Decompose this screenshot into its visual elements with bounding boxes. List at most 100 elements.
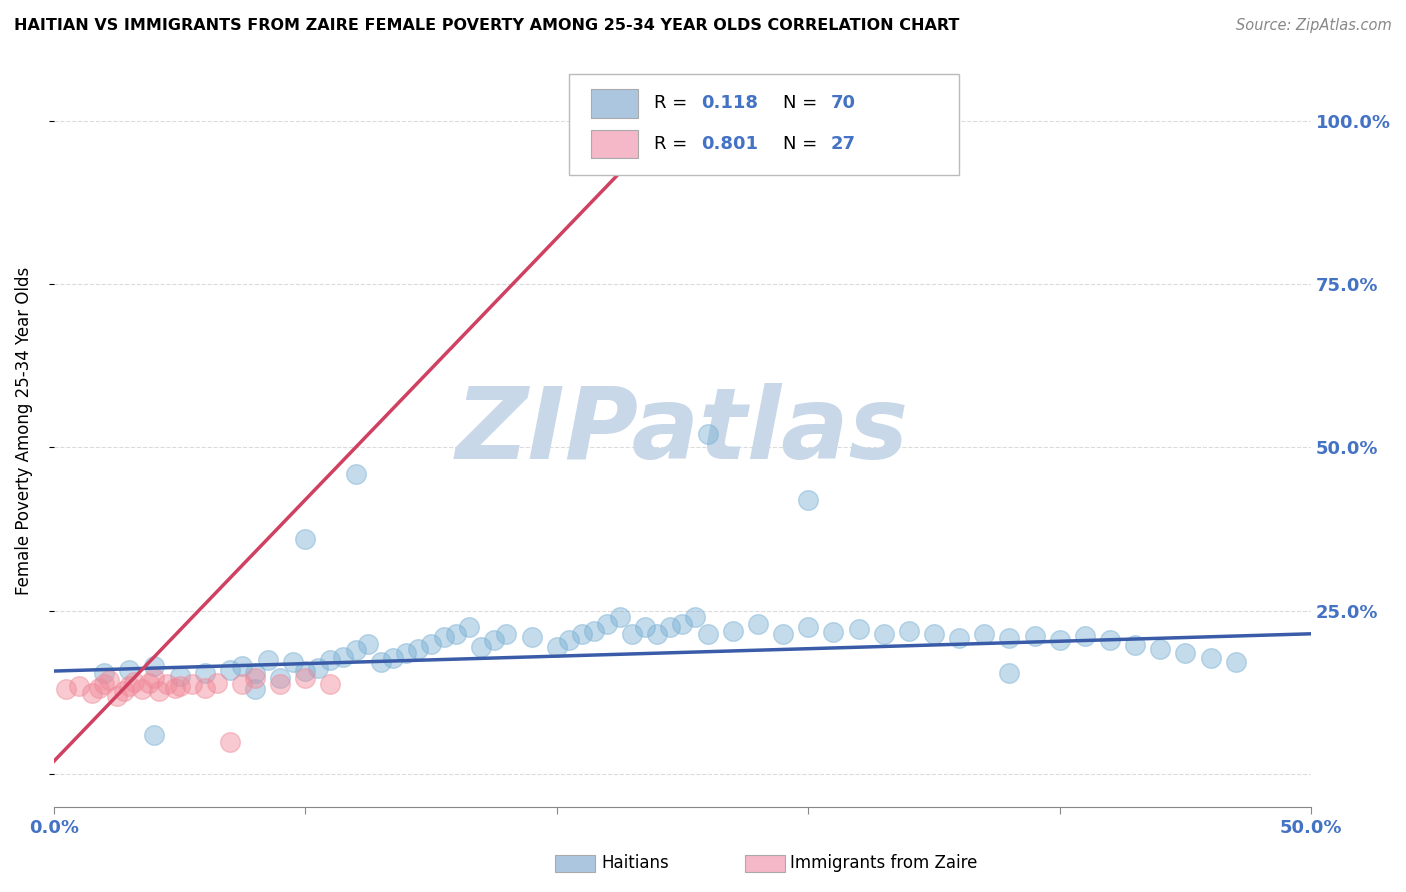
Text: N =: N = — [783, 95, 823, 112]
Point — [470, 640, 492, 654]
Point — [169, 669, 191, 683]
Point — [281, 655, 304, 669]
Point — [583, 624, 606, 638]
Point — [256, 653, 278, 667]
Point — [1049, 633, 1071, 648]
Text: N =: N = — [783, 135, 823, 153]
Point — [747, 617, 769, 632]
Point — [1024, 629, 1046, 643]
Point — [194, 666, 217, 681]
Point — [294, 664, 316, 678]
Point — [194, 681, 217, 695]
Point — [231, 677, 253, 691]
Point — [696, 627, 718, 641]
Point — [143, 728, 166, 742]
Point — [93, 666, 115, 681]
Point — [243, 682, 266, 697]
Point — [420, 637, 443, 651]
Point — [332, 649, 354, 664]
Point — [294, 671, 316, 685]
Text: HAITIAN VS IMMIGRANTS FROM ZAIRE FEMALE POVERTY AMONG 25-34 YEAR OLDS CORRELATIO: HAITIAN VS IMMIGRANTS FROM ZAIRE FEMALE … — [14, 18, 959, 33]
Point — [621, 627, 644, 641]
Point — [93, 677, 115, 691]
Point — [269, 677, 291, 691]
Point — [1225, 655, 1247, 669]
Point — [80, 685, 103, 699]
Point — [571, 627, 593, 641]
FancyBboxPatch shape — [591, 129, 638, 158]
Point — [163, 681, 186, 695]
Point — [124, 674, 146, 689]
Point — [609, 610, 631, 624]
Point — [772, 627, 794, 641]
Point — [357, 637, 380, 651]
Point — [218, 663, 240, 677]
Point — [55, 682, 77, 697]
Point — [823, 624, 845, 639]
Text: Haitians: Haitians — [602, 855, 669, 872]
Point — [105, 689, 128, 703]
Point — [118, 679, 141, 693]
Point — [520, 630, 543, 644]
Point — [596, 617, 619, 632]
FancyBboxPatch shape — [591, 89, 638, 118]
Point — [143, 659, 166, 673]
Point — [1199, 651, 1222, 665]
Point — [156, 677, 179, 691]
Point — [696, 427, 718, 442]
Point — [344, 643, 367, 657]
Point — [382, 651, 405, 665]
Point — [1174, 647, 1197, 661]
Point — [922, 627, 945, 641]
Point — [647, 627, 669, 641]
Point — [797, 492, 820, 507]
Point — [395, 647, 418, 661]
Point — [169, 679, 191, 693]
Point — [433, 630, 456, 644]
Point — [319, 653, 342, 667]
Point — [1098, 633, 1121, 648]
FancyBboxPatch shape — [569, 74, 959, 176]
Point — [683, 610, 706, 624]
Point — [1149, 641, 1171, 656]
Point — [558, 633, 581, 648]
Point — [482, 633, 505, 648]
Point — [457, 620, 479, 634]
Point — [495, 627, 517, 641]
Point — [243, 666, 266, 681]
Point — [948, 632, 970, 646]
Point — [269, 671, 291, 685]
Point — [671, 617, 693, 632]
Point — [658, 620, 681, 634]
Text: 0.801: 0.801 — [702, 135, 758, 153]
Point — [848, 622, 870, 636]
Point — [143, 671, 166, 685]
Point — [897, 624, 920, 638]
Text: 0.118: 0.118 — [702, 95, 758, 112]
Point — [998, 632, 1021, 646]
Point — [112, 683, 135, 698]
Text: Immigrants from Zaire: Immigrants from Zaire — [790, 855, 977, 872]
Point — [370, 655, 392, 669]
Point — [1074, 629, 1097, 643]
Point — [408, 641, 430, 656]
Point — [67, 679, 90, 693]
Point — [872, 627, 894, 641]
Text: 70: 70 — [831, 95, 856, 112]
Text: R =: R = — [654, 135, 693, 153]
Point — [546, 640, 568, 654]
Point — [973, 627, 995, 641]
Point — [87, 681, 110, 695]
Text: ZIPatlas: ZIPatlas — [456, 383, 910, 480]
Point — [118, 663, 141, 677]
Point — [181, 677, 204, 691]
Point — [319, 677, 342, 691]
Point — [243, 671, 266, 685]
Text: Source: ZipAtlas.com: Source: ZipAtlas.com — [1236, 18, 1392, 33]
Point — [294, 532, 316, 546]
Point — [131, 682, 153, 697]
Text: R =: R = — [654, 95, 693, 112]
Point — [797, 620, 820, 634]
Point — [634, 620, 657, 634]
Point — [231, 659, 253, 673]
